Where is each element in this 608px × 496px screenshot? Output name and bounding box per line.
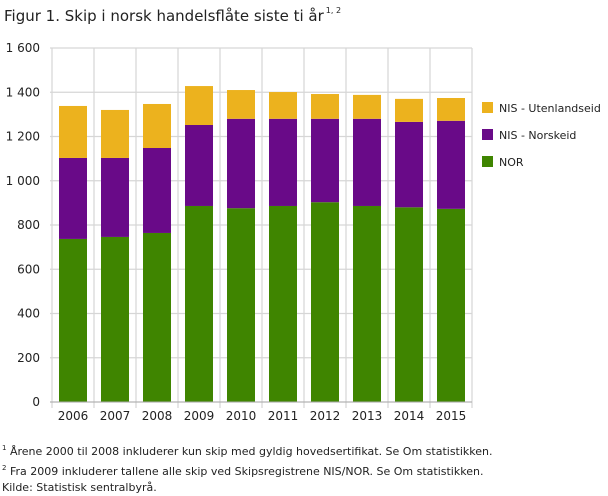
- legend-swatch: [482, 102, 493, 113]
- legend-label: NIS - Utenlandseid: [499, 102, 601, 115]
- bar-segment: [353, 94, 381, 119]
- bar-segment: [353, 205, 381, 402]
- legend-swatch: [482, 129, 493, 140]
- bar-segment: [227, 90, 255, 119]
- y-tick-label: 1 600: [6, 41, 40, 55]
- x-tick-label: 2014: [394, 409, 425, 423]
- footnotes: 1 Årene 2000 til 2008 inkluderer kun ski…: [2, 440, 493, 496]
- bar-segment: [311, 94, 339, 119]
- bar-segment: [269, 92, 297, 119]
- bar-segment: [143, 148, 171, 233]
- x-tick-label: 2010: [226, 409, 257, 423]
- bar-segment: [59, 238, 87, 402]
- bar-segment: [227, 118, 255, 209]
- y-tick-label: 0: [32, 395, 40, 409]
- y-tick-label: 800: [17, 218, 40, 232]
- source-note: Kilde: Statistisk sentralbyrå.: [2, 481, 157, 494]
- bar-segment: [437, 120, 465, 209]
- bar-segment: [101, 109, 129, 158]
- bar-segment: [185, 205, 213, 402]
- bar-segment: [143, 103, 171, 149]
- bar-segment: [311, 202, 339, 402]
- x-tick-label: 2011: [268, 409, 299, 423]
- x-tick-label: 2015: [436, 409, 467, 423]
- bar-segment: [59, 157, 87, 239]
- bar-segment: [437, 98, 465, 121]
- bar-segment: [227, 208, 255, 402]
- bar-segment: [437, 208, 465, 402]
- y-tick-label: 1 000: [6, 174, 40, 188]
- bar-segment: [101, 157, 129, 237]
- bar-segment: [59, 105, 87, 158]
- bar-segment: [395, 121, 423, 208]
- bar-segment: [185, 86, 213, 125]
- stacked-bar-chart: 0 200 400 600 800 1 000 1 200 1 400 1 600 2006 200…: [6, 41, 601, 423]
- bar-segment: [143, 232, 171, 402]
- bar-segment: [395, 207, 423, 402]
- y-tick-label: 200: [17, 351, 40, 365]
- legend-swatch: [482, 156, 493, 167]
- x-tick-label: 2006: [58, 409, 89, 423]
- x-tick-label: 2007: [100, 409, 131, 423]
- footnote-2: 2 Fra 2009 inkluderer tallene alle skip …: [2, 464, 484, 478]
- x-tick-label: 2012: [310, 409, 341, 423]
- y-tick-label: 1 200: [6, 130, 40, 144]
- bar-segment: [269, 118, 297, 206]
- footnote-1: 1 Årene 2000 til 2008 inkluderer kun ski…: [2, 444, 493, 458]
- bar-segment: [101, 236, 129, 402]
- x-tick-label: 2009: [184, 409, 215, 423]
- bar-segment: [353, 118, 381, 206]
- legend-label: NOR: [499, 156, 524, 169]
- y-tick-label: 1 400: [6, 85, 40, 99]
- bar-segment: [269, 205, 297, 402]
- bar-segment: [185, 124, 213, 206]
- y-tick-label: 400: [17, 307, 40, 321]
- x-tick-label: 2013: [352, 409, 383, 423]
- x-tick-label: 2008: [142, 409, 173, 423]
- legend-label: NIS - Norskeid: [499, 129, 576, 142]
- chart-title: Figur 1. Skip i norsk handelsflåte siste…: [4, 6, 342, 25]
- y-tick-label: 600: [17, 262, 40, 276]
- bar-segment: [311, 118, 339, 203]
- bar-segment: [395, 98, 423, 122]
